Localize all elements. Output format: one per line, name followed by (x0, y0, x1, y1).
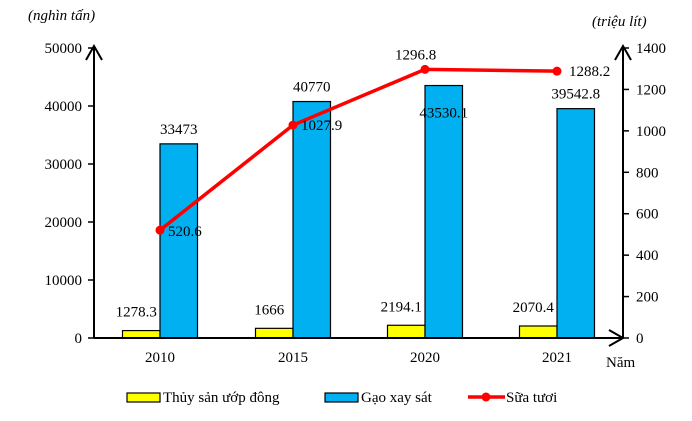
label-sua-tuoi: 1027.9 (301, 118, 342, 134)
left-tick-label: 20000 (45, 215, 83, 231)
bar-gao (292, 100, 332, 339)
marker-sua-tuoi (288, 120, 298, 130)
line-series (155, 64, 562, 235)
legend-marker-sua-tuoi (481, 392, 491, 402)
label-gao: 39542.8 (551, 87, 600, 103)
bar-gao (556, 108, 596, 339)
data-labels: 1278.3 33473 1666 40770 2194.1 43530.1 2070.4 3… (116, 47, 611, 320)
legend: Thủy sản ướp đông Gạo xay sát Sữa tươi (126, 390, 557, 406)
right-tick-label: 200 (636, 290, 659, 306)
left-tick-label: 0 (75, 331, 83, 347)
left-axis-unit-label: (nghìn tấn) (28, 8, 95, 24)
right-tick-label: 1000 (636, 124, 666, 140)
line-sua-tuoi (158, 67, 558, 232)
label-thuy-san: 1278.3 (116, 305, 157, 321)
x-axis-arrow-icon (608, 329, 626, 347)
axes (85, 43, 632, 347)
label-gao: 43530.1 (419, 106, 468, 122)
x-tick-label: 2015 (278, 350, 308, 366)
legend-swatch-thuy-san (126, 392, 161, 403)
legend-label-gao: Gạo xay sát (361, 390, 433, 406)
label-sua-tuoi: 1288.2 (569, 64, 610, 80)
bar-thuy-san (386, 324, 426, 339)
x-tick-label: 2021 (542, 350, 572, 366)
right-tick-label: 1400 (636, 41, 666, 57)
bar-thuy-san (254, 327, 294, 339)
right-tick-label: 400 (636, 248, 659, 264)
x-tick-label: 2010 (145, 350, 175, 366)
bar-gao (159, 143, 199, 339)
right-tick-label: 800 (636, 165, 659, 181)
left-tick-label: 30000 (45, 157, 83, 173)
label-sua-tuoi: 1296.8 (395, 47, 436, 63)
right-tick-label: 1200 (636, 82, 666, 98)
x-axis-tick-labels: 2010 2015 2020 2021 (145, 350, 572, 366)
x-tick-label: 2020 (410, 350, 440, 366)
left-axis-ticks: 0 10000 20000 30000 40000 50000 (45, 41, 94, 347)
label-thuy-san: 1666 (254, 302, 285, 318)
right-axis-arrow-icon (614, 43, 632, 61)
left-axis-arrow-icon (85, 43, 103, 61)
right-tick-label: 0 (636, 331, 644, 347)
bar-series (121, 84, 596, 339)
x-axis-label: Năm (606, 355, 635, 371)
bar-thuy-san (121, 329, 161, 339)
legend-label-sua-tuoi: Sữa tươi (506, 390, 557, 406)
legend-label-thuy-san: Thủy sản ướp đông (163, 390, 280, 406)
marker-sua-tuoi (155, 225, 165, 235)
bar-thuy-san (518, 325, 558, 339)
legend-swatch-gao (324, 392, 359, 403)
marker-sua-tuoi (420, 64, 430, 74)
marker-sua-tuoi (552, 66, 562, 76)
left-tick-label: 40000 (45, 99, 83, 115)
right-axis-ticks: 0 200 400 600 800 1000 1200 1400 (623, 41, 666, 347)
label-gao: 33473 (160, 122, 198, 138)
label-gao: 40770 (293, 80, 331, 96)
right-tick-label: 600 (636, 207, 659, 223)
right-axis-unit-label: (triệu lít) (592, 14, 647, 30)
label-thuy-san: 2194.1 (381, 299, 422, 315)
left-tick-label: 10000 (45, 273, 83, 289)
label-thuy-san: 2070.4 (513, 300, 555, 316)
label-sua-tuoi: 520.6 (168, 224, 202, 240)
left-tick-label: 50000 (45, 41, 83, 57)
bar-gao (424, 84, 464, 339)
